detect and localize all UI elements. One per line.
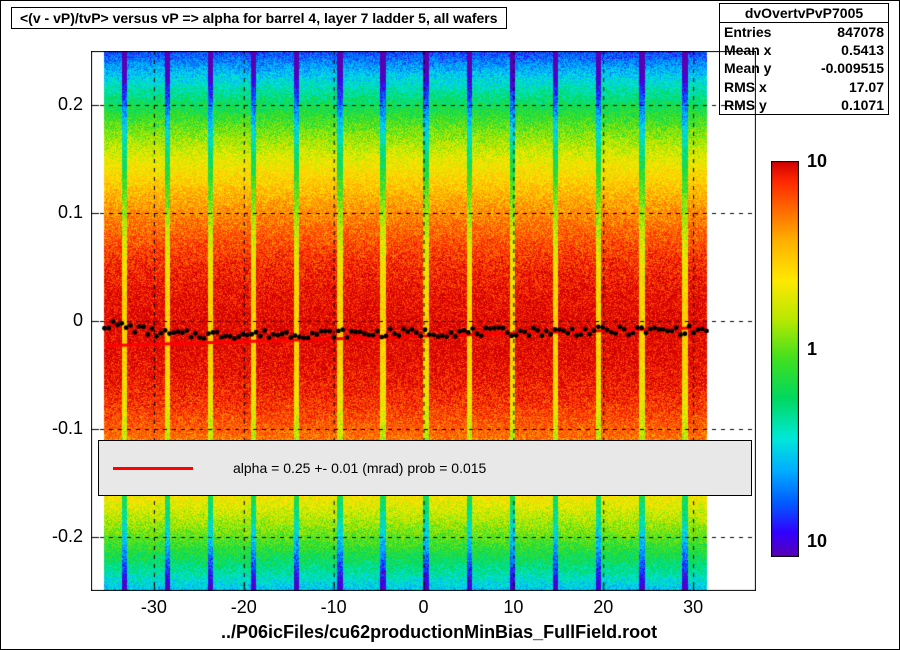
x-tick-label: -10 (321, 597, 347, 618)
y-tick-label: 0.1 (3, 202, 83, 223)
x-tick-label: -20 (231, 597, 257, 618)
y-tick-label: 0.2 (3, 94, 83, 115)
colorbar-tick: 1 (807, 339, 817, 360)
chart-frame: <(v - vP)/tvP> versus vP => alpha for ba… (0, 0, 900, 650)
colorbar (771, 161, 799, 557)
chart-title: <(v - vP)/tvP> versus vP => alpha for ba… (11, 7, 507, 29)
y-tick-label: 0 (3, 310, 83, 331)
footer-path: ../P06icFiles/cu62productionMinBias_Full… (221, 622, 657, 643)
colorbar-tick: 10 (807, 531, 827, 552)
x-tick-label: -30 (141, 597, 167, 618)
fit-legend-panel: alpha = 0.25 +- 0.01 (mrad) prob = 0.015 (98, 440, 752, 496)
fit-text: alpha = 0.25 +- 0.01 (mrad) prob = 0.015 (233, 460, 486, 476)
x-tick-label: 30 (683, 597, 703, 618)
x-tick-label: 10 (503, 597, 523, 618)
x-tick-label: 20 (593, 597, 613, 618)
plot-area (91, 51, 756, 591)
heatmap-canvas (91, 51, 756, 591)
colorbar-canvas (771, 161, 799, 557)
x-tick-label: 0 (418, 597, 428, 618)
fit-line-sample (113, 467, 193, 470)
y-tick-label: -0.1 (3, 418, 83, 439)
colorbar-tick: 10 (807, 151, 827, 172)
stats-row-entries: Entries 847078 (720, 23, 888, 41)
y-tick-label: -0.2 (3, 526, 83, 547)
stats-header: dvOvertvPvP7005 (720, 4, 888, 23)
